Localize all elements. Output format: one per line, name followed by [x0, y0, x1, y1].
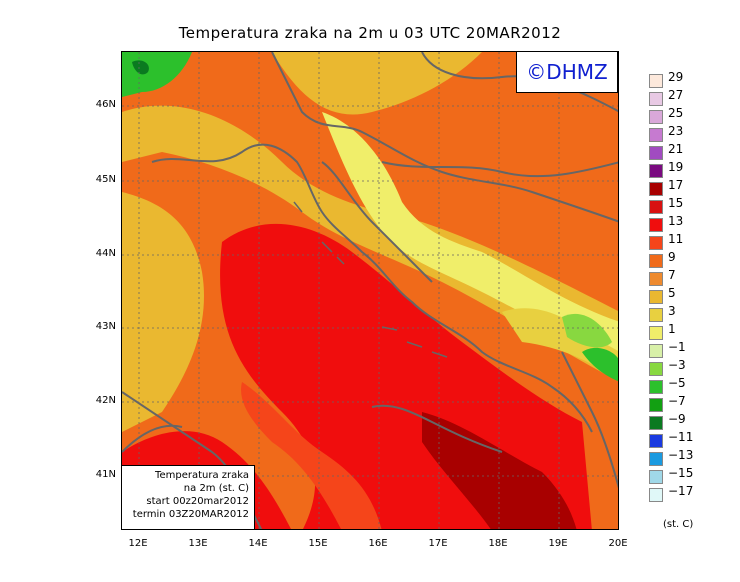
legend-swatch	[649, 326, 663, 340]
legend-label: 5	[668, 286, 676, 300]
legend-label: 23	[668, 124, 684, 138]
legend-swatch	[649, 110, 663, 124]
legend-swatch	[649, 74, 663, 88]
legend-swatch	[649, 344, 663, 358]
temperature-map	[121, 51, 619, 530]
legend-swatch	[649, 488, 663, 502]
islands	[293, 201, 448, 358]
legend-swatch	[649, 218, 663, 232]
legend-label: 17	[668, 178, 684, 192]
north-yellow-zone	[272, 52, 482, 115]
info-line-termin: termin 03Z20MAR2012	[132, 509, 249, 520]
legend-swatch	[649, 146, 663, 160]
color-legend	[649, 74, 663, 506]
info-line-variable: Temperatura zraka	[155, 470, 249, 481]
lon-label: 14E	[248, 538, 268, 549]
legend-swatch	[649, 92, 663, 106]
legend-label: −15	[668, 466, 694, 480]
legend-swatch	[649, 398, 663, 412]
ionian-warmest-core	[422, 412, 577, 529]
montenegro-yellow	[502, 308, 618, 381]
balkan-green	[582, 347, 618, 382]
legend-swatch	[649, 254, 663, 268]
lon-label: 18E	[488, 538, 508, 549]
info-line-level: na 2m (st. C)	[183, 483, 249, 494]
legend-label: 7	[668, 268, 676, 282]
lon-label: 13E	[188, 538, 208, 549]
balkan-cold-area	[562, 313, 612, 348]
legend-label: 1	[668, 322, 676, 336]
legend-swatch	[649, 236, 663, 250]
coastal-orange-strip	[241, 382, 382, 529]
legend-label: 3	[668, 304, 676, 318]
legend-label: −17	[668, 484, 694, 498]
lat-lon-grid	[122, 52, 618, 529]
map-info-box: Temperatura zraka na 2m (st. C) start 00…	[121, 465, 255, 530]
legend-swatch	[649, 308, 663, 322]
legend-label: 15	[668, 196, 684, 210]
lon-label: 15E	[308, 538, 328, 549]
legend-label: −5	[668, 376, 686, 390]
legend-label: −9	[668, 412, 686, 426]
legend-swatch	[649, 452, 663, 466]
legend-label: 11	[668, 232, 684, 246]
legend-swatch	[649, 380, 663, 394]
dhmz-logo: ©DHMZ	[516, 51, 618, 93]
legend-swatch	[649, 362, 663, 376]
lon-label: 12E	[128, 538, 148, 549]
legend-label: 9	[668, 250, 676, 264]
legend-label: 29	[668, 70, 684, 84]
lat-label: 44N	[95, 248, 116, 259]
legend-label: −1	[668, 340, 686, 354]
map-canvas	[122, 52, 618, 529]
legend-label: 19	[668, 160, 684, 174]
lat-label: 41N	[95, 469, 116, 480]
legend-swatch	[649, 290, 663, 304]
lat-label: 46N	[95, 99, 116, 110]
legend-unit: (st. C)	[663, 519, 694, 530]
legend-label: −11	[668, 430, 694, 444]
legend-swatch	[649, 272, 663, 286]
legend-swatch	[649, 434, 663, 448]
info-line-start: start 00z20mar2012	[146, 496, 249, 507]
legend-label: −13	[668, 448, 694, 462]
warm-land-band	[122, 105, 618, 381]
legend-swatch	[649, 416, 663, 430]
legend-swatch	[649, 128, 663, 142]
alps-coldest-core	[132, 60, 149, 75]
lon-label: 19E	[548, 538, 568, 549]
dinaric-yellow-band	[322, 112, 618, 352]
legend-swatch	[649, 182, 663, 196]
legend-label: 13	[668, 214, 684, 228]
lon-label: 20E	[608, 538, 628, 549]
legend-swatch	[649, 470, 663, 484]
lat-label: 43N	[95, 321, 116, 332]
legend-swatch	[649, 164, 663, 178]
legend-label: 21	[668, 142, 684, 156]
legend-label: −3	[668, 358, 686, 372]
legend-label: 27	[668, 88, 684, 102]
map-title: Temperatura zraka na 2m u 03 UTC 20MAR20…	[178, 24, 562, 42]
lat-label: 42N	[95, 395, 116, 406]
legend-label: 25	[668, 106, 684, 120]
lon-label: 16E	[368, 538, 388, 549]
legend-swatch	[649, 200, 663, 214]
lon-label: 17E	[428, 538, 448, 549]
lat-label: 45N	[95, 174, 116, 185]
legend-label: −7	[668, 394, 686, 408]
italy-coast-yellow	[122, 192, 204, 432]
